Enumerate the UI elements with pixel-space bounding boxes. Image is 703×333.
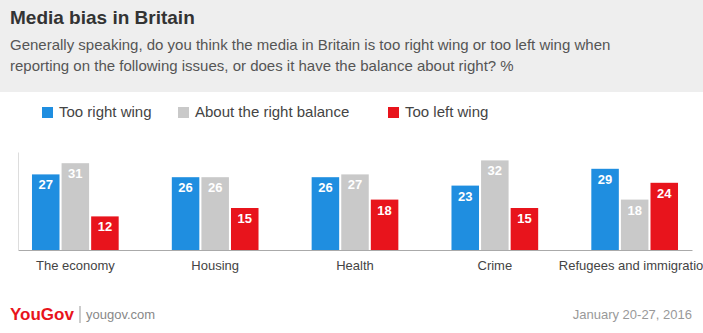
bar xyxy=(451,186,479,250)
legend-label: Too right wing xyxy=(59,103,152,120)
bar xyxy=(62,163,90,250)
source: yougov.com xyxy=(86,307,155,322)
x-tick: The economy xyxy=(36,250,115,273)
legend-label: Too left wing xyxy=(405,103,488,120)
chart: Media bias in Britain Generally speaking,… xyxy=(0,0,703,333)
bar xyxy=(172,177,200,250)
x-tick-label: Housing xyxy=(191,258,239,273)
data-label: 27 xyxy=(348,177,362,192)
x-tick: Refugees and immigration xyxy=(559,250,703,273)
x-tick-label: Crime xyxy=(477,258,512,273)
x-tick: Crime xyxy=(477,250,512,273)
subtitle: Generally speaking, do you think the med… xyxy=(10,36,610,74)
data-label: 26 xyxy=(208,180,222,195)
data-label: 32 xyxy=(488,163,502,178)
bar xyxy=(621,200,649,250)
legend-swatch xyxy=(388,107,399,118)
header-background xyxy=(0,0,703,92)
legend-label: About the right balance xyxy=(195,103,349,120)
bar xyxy=(91,216,119,250)
legend-item: About the right balance xyxy=(178,103,349,120)
bar xyxy=(481,160,509,250)
date: January 20-27, 2016 xyxy=(573,307,692,322)
bar xyxy=(650,183,678,250)
data-label: 29 xyxy=(598,172,612,187)
bar xyxy=(591,169,619,250)
bar xyxy=(371,200,399,250)
x-tick-label: Refugees and immigration xyxy=(559,258,703,273)
data-label: 12 xyxy=(98,219,112,234)
x-axis: The economy Housing Health Crime Refugees an… xyxy=(19,250,703,273)
x-tick-label: Health xyxy=(336,258,374,273)
footer-divider xyxy=(80,306,81,323)
y-axis-line xyxy=(18,153,19,251)
y-axis xyxy=(18,153,19,251)
bar xyxy=(32,174,60,250)
legend-swatch xyxy=(178,107,189,118)
data-label: 24 xyxy=(657,186,672,201)
legend-item: Too left wing xyxy=(388,103,488,120)
x-tick-label: The economy xyxy=(36,258,115,273)
title: Media bias in Britain xyxy=(10,7,195,28)
logo: YouGov xyxy=(10,305,74,324)
data-label: 18 xyxy=(377,203,391,218)
bar xyxy=(511,208,539,250)
data-label: 31 xyxy=(68,166,82,181)
data-labels: 27 26 26 23 29 31 26 27 32 18 12 15 18 15 24 xyxy=(39,163,673,234)
data-label: 26 xyxy=(178,180,192,195)
bar xyxy=(312,177,340,250)
bar xyxy=(231,208,259,250)
bar xyxy=(201,177,229,250)
data-label: 18 xyxy=(627,203,641,218)
data-label: 15 xyxy=(238,211,252,226)
data-label: 26 xyxy=(318,180,332,195)
data-label: 27 xyxy=(39,177,53,192)
bar xyxy=(341,174,369,250)
legend-item: Too right wing xyxy=(42,103,152,120)
bars xyxy=(32,160,678,250)
x-tick: Health xyxy=(336,250,374,273)
data-label: 23 xyxy=(458,189,472,204)
x-axis-line xyxy=(19,250,693,251)
data-label: 15 xyxy=(517,211,531,226)
legend-swatch xyxy=(42,107,53,118)
x-tick: Housing xyxy=(191,250,239,273)
